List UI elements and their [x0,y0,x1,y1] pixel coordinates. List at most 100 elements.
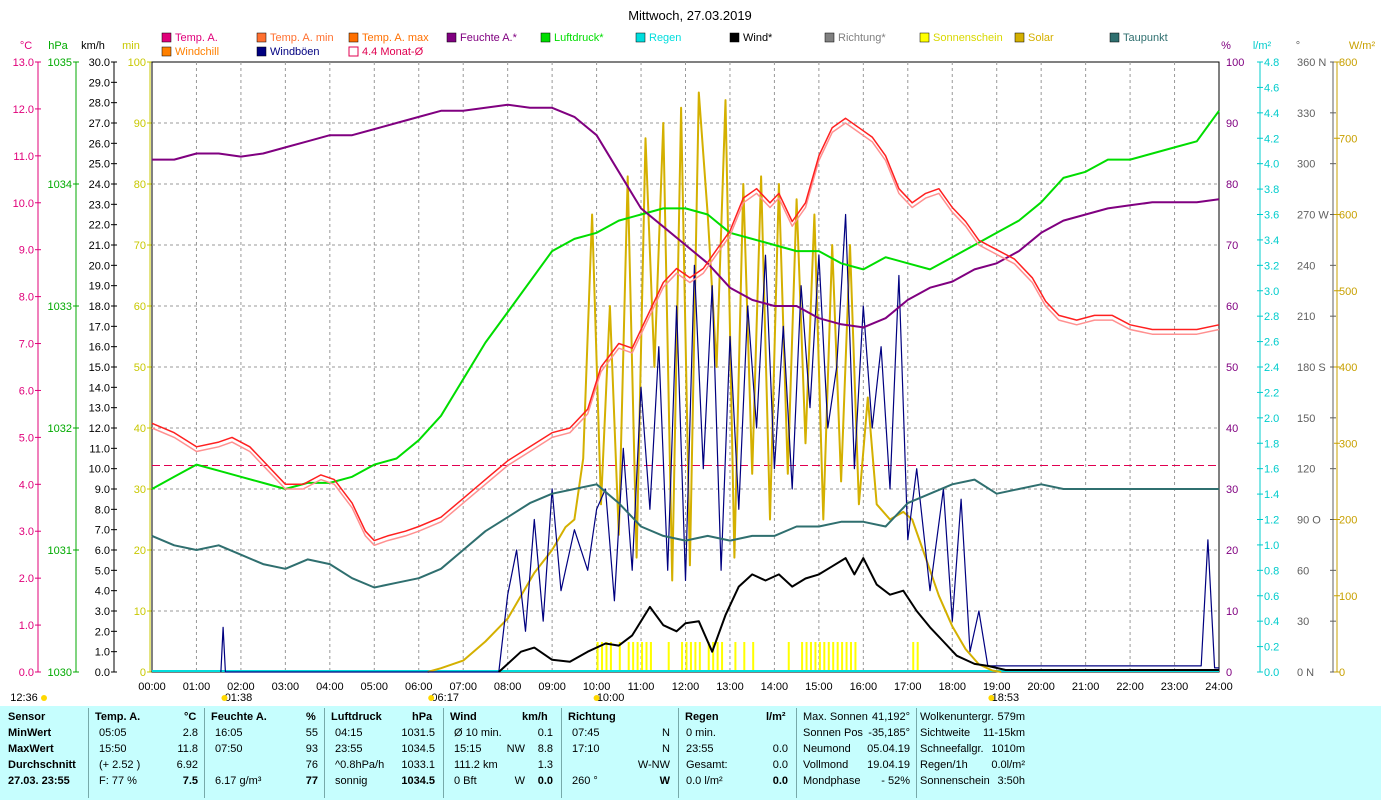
series-lines [151,91,1220,673]
temp-axis-label: 2.0 [19,573,34,585]
lm2-axis-label: 1.6 [1264,464,1279,476]
kmh-axis-label: 19.0 [89,281,110,293]
deg-axis-label: 60 [1297,565,1309,577]
wind-value: 1.3 [537,759,553,771]
kmh-axis-label: 3.0 [95,606,110,618]
x-tick-label: 17:00 [894,681,922,693]
misc-value: 3:50h [997,775,1025,787]
luftdruck-value: 1034.5 [401,743,435,755]
deg-axis-label: 270 W [1297,210,1329,222]
time-marker: 01:38 [225,692,253,704]
legend-item: Temp. A. min [256,32,334,44]
legend-item: Sonnenschein [919,32,1003,44]
temp-axis-label: 0.0 [19,667,34,679]
sunshine-bar [596,642,599,671]
axis-unit: hPa [48,40,68,52]
astro-value: 19.04.19 [867,759,910,771]
kmh-axis-label: 2.0 [95,626,110,638]
astro-label: Mondphase [803,775,861,787]
legend-swatch [446,32,457,43]
kmh-axis-label: 22.0 [89,220,110,232]
kmh-axis-label: 17.0 [89,321,110,333]
row-label-avg: Durchschnitt [8,759,76,771]
series-windb-en [220,213,1219,673]
astro-value: 41,192° [871,711,910,723]
x-tick-label: 06:00 [405,681,433,693]
sunshine-bar [698,642,701,671]
richtung-value: W-NW [637,759,670,771]
temp-value: 11.8 [177,743,198,755]
temp-axis-label: 11.0 [13,151,34,163]
min-axis-label: 90 [134,118,146,130]
legend-swatch [540,32,551,43]
axis-unit: ° [1296,40,1300,52]
richtung-value: W [659,775,670,787]
x-tick-label: 20:00 [1027,681,1055,693]
sunshine-bar [849,642,852,671]
astro-label: Max. Sonnen [803,711,868,723]
misc-label: Sichtweite [920,727,971,739]
kmh-axis-label: 7.0 [95,525,110,537]
lm2-axis-label: 3.8 [1264,184,1279,196]
kmh-axis-label: 30.0 [89,57,110,69]
sunshine-bar [818,642,821,671]
sunshine-bar [836,642,839,671]
axis-unit: km/h [81,40,105,52]
legend-swatch [919,32,930,43]
sunshine-bar [694,642,697,671]
wm2-axis-label: 700 [1339,133,1357,145]
temp-time: F: 77 % [99,775,137,787]
temp-axis-label: 3.0 [19,526,34,538]
sunshine-bar [685,642,688,671]
kmh-axis-label: 9.0 [95,484,110,496]
time-marker: 12:36 [10,692,38,704]
kmh-axis-label: 11.0 [89,443,110,455]
sunshine-bars [596,642,919,671]
min-axis-label: 20 [134,545,146,557]
kmh-axis-label: 0.0 [95,667,110,679]
pct-axis-label: 90 [1226,118,1238,130]
row-label-current: 27.03. 23:55 [8,775,70,787]
astro-value: -35,185° [868,727,910,739]
deg-axis-label: 240 [1297,260,1315,272]
sunshine-bar [912,642,915,671]
temp-axis-label: 12.0 [13,104,34,116]
legend-item: Luftdruck* [540,32,604,44]
wm2-axis-label: 500 [1339,286,1357,298]
legend-label: Windchill [175,46,219,58]
regen-time: Gesamt: [686,759,728,771]
lm2-axis-label: 4.2 [1264,133,1279,145]
temp-time: (+ 2.52 ) [99,759,141,771]
sunshine-bar [681,642,684,671]
legend-swatch [348,32,359,43]
legend-swatch [1109,32,1120,43]
x-tick-label: 08:00 [494,681,522,693]
kmh-axis-label: 26.0 [89,138,110,150]
pct-axis-label: 100 [1226,57,1244,69]
x-tick-label: 09:00 [538,681,566,693]
lm2-axis-label: 1.8 [1264,438,1279,450]
legend-label: Feuchte A.* [460,32,518,44]
pct-axis-label: 80 [1226,179,1238,191]
legend-label: Solar [1028,32,1054,44]
lm2-axis-label: 3.0 [1264,286,1279,298]
x-tick-label: 02:00 [227,681,255,693]
legend-swatch [256,32,267,43]
sunshine-bar [805,642,808,671]
regen-value: 0.0 [772,759,788,771]
lm2-axis-label: 3.2 [1264,260,1279,272]
kmh-axis-label: 5.0 [95,565,110,577]
misc-value: 0.0l/m² [991,759,1025,771]
kmh-axis-label: 13.0 [89,403,110,415]
time-markers: 12:36 01:38 06:17 10:00 18:53 [10,692,1019,704]
misc-label: Wolkenuntergr. [920,711,994,723]
temp-axis-label: 10.0 [13,198,34,210]
legend-swatch [1014,32,1025,43]
series-temp-a [151,117,1220,542]
lm2-axis-label: 0.6 [1264,591,1279,603]
sun-marker-icon [221,695,228,701]
legend-label: Temp. A. [175,32,218,44]
sunshine-bar [801,642,804,671]
legend-label: Sonnenschein [933,32,1003,44]
astro-value: - 52% [881,775,910,787]
